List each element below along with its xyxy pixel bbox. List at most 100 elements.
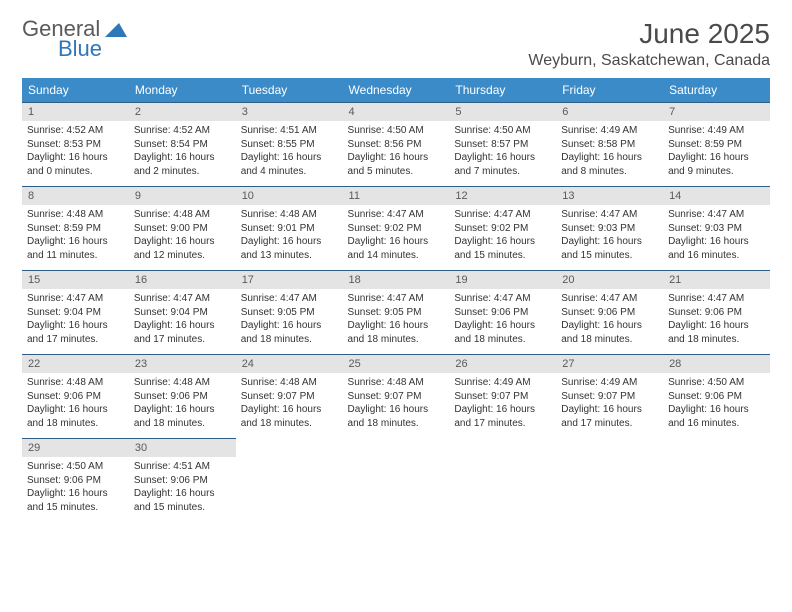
day-number: 11: [343, 187, 450, 205]
day-details: Sunrise: 4:49 AMSunset: 9:07 PMDaylight:…: [556, 373, 663, 438]
dayhead-sat: Saturday: [663, 78, 770, 103]
day-number: 30: [129, 439, 236, 457]
day-details: Sunrise: 4:47 AMSunset: 9:03 PMDaylight:…: [663, 205, 770, 270]
day-number: 15: [22, 271, 129, 289]
day-details: Sunrise: 4:47 AMSunset: 9:04 PMDaylight:…: [22, 289, 129, 354]
day-cell: 15Sunrise: 4:47 AMSunset: 9:04 PMDayligh…: [22, 271, 129, 355]
day-number: 13: [556, 187, 663, 205]
day-number: 5: [449, 103, 556, 121]
day-cell: 9Sunrise: 4:48 AMSunset: 9:00 PMDaylight…: [129, 187, 236, 271]
day-number: 25: [343, 355, 450, 373]
day-number: 16: [129, 271, 236, 289]
day-details: Sunrise: 4:47 AMSunset: 9:03 PMDaylight:…: [556, 205, 663, 270]
day-details: Sunrise: 4:50 AMSunset: 9:06 PMDaylight:…: [22, 457, 129, 522]
day-details: Sunrise: 4:47 AMSunset: 9:02 PMDaylight:…: [449, 205, 556, 270]
week-row: 15Sunrise: 4:47 AMSunset: 9:04 PMDayligh…: [22, 271, 770, 355]
day-cell: [556, 439, 663, 523]
location-text: Weyburn, Saskatchewan, Canada: [528, 52, 770, 70]
week-row: 8Sunrise: 4:48 AMSunset: 8:59 PMDaylight…: [22, 187, 770, 271]
day-number: 23: [129, 355, 236, 373]
day-number: 6: [556, 103, 663, 121]
logo: General Blue: [22, 18, 127, 60]
day-number: 19: [449, 271, 556, 289]
day-number: 29: [22, 439, 129, 457]
day-cell: 1Sunrise: 4:52 AMSunset: 8:53 PMDaylight…: [22, 103, 129, 187]
day-cell: 22Sunrise: 4:48 AMSunset: 9:06 PMDayligh…: [22, 355, 129, 439]
day-number: 2: [129, 103, 236, 121]
day-cell: 4Sunrise: 4:50 AMSunset: 8:56 PMDaylight…: [343, 103, 450, 187]
day-details: Sunrise: 4:52 AMSunset: 8:54 PMDaylight:…: [129, 121, 236, 186]
day-details: Sunrise: 4:51 AMSunset: 9:06 PMDaylight:…: [129, 457, 236, 522]
day-cell: 2Sunrise: 4:52 AMSunset: 8:54 PMDaylight…: [129, 103, 236, 187]
dayhead-sun: Sunday: [22, 78, 129, 103]
day-cell: 26Sunrise: 4:49 AMSunset: 9:07 PMDayligh…: [449, 355, 556, 439]
day-details: Sunrise: 4:49 AMSunset: 8:58 PMDaylight:…: [556, 121, 663, 186]
day-number: 17: [236, 271, 343, 289]
day-cell: 10Sunrise: 4:48 AMSunset: 9:01 PMDayligh…: [236, 187, 343, 271]
day-details: Sunrise: 4:48 AMSunset: 9:07 PMDaylight:…: [343, 373, 450, 438]
day-cell: 30Sunrise: 4:51 AMSunset: 9:06 PMDayligh…: [129, 439, 236, 523]
day-details: Sunrise: 4:47 AMSunset: 9:05 PMDaylight:…: [236, 289, 343, 354]
day-header-row: Sunday Monday Tuesday Wednesday Thursday…: [22, 78, 770, 103]
day-cell: 25Sunrise: 4:48 AMSunset: 9:07 PMDayligh…: [343, 355, 450, 439]
day-details: Sunrise: 4:47 AMSunset: 9:04 PMDaylight:…: [129, 289, 236, 354]
dayhead-thu: Thursday: [449, 78, 556, 103]
day-details: Sunrise: 4:48 AMSunset: 9:01 PMDaylight:…: [236, 205, 343, 270]
day-details: Sunrise: 4:50 AMSunset: 8:57 PMDaylight:…: [449, 121, 556, 186]
day-details: Sunrise: 4:48 AMSunset: 9:06 PMDaylight:…: [129, 373, 236, 438]
day-number: 7: [663, 103, 770, 121]
day-cell: 29Sunrise: 4:50 AMSunset: 9:06 PMDayligh…: [22, 439, 129, 523]
day-number: 4: [343, 103, 450, 121]
day-cell: 18Sunrise: 4:47 AMSunset: 9:05 PMDayligh…: [343, 271, 450, 355]
page-header: General Blue June 2025 Weyburn, Saskatch…: [22, 18, 770, 70]
day-number: 9: [129, 187, 236, 205]
day-details: Sunrise: 4:47 AMSunset: 9:02 PMDaylight:…: [343, 205, 450, 270]
day-details: Sunrise: 4:51 AMSunset: 8:55 PMDaylight:…: [236, 121, 343, 186]
day-cell: 7Sunrise: 4:49 AMSunset: 8:59 PMDaylight…: [663, 103, 770, 187]
day-cell: 5Sunrise: 4:50 AMSunset: 8:57 PMDaylight…: [449, 103, 556, 187]
day-cell: 3Sunrise: 4:51 AMSunset: 8:55 PMDaylight…: [236, 103, 343, 187]
week-row: 1Sunrise: 4:52 AMSunset: 8:53 PMDaylight…: [22, 103, 770, 187]
day-cell: 16Sunrise: 4:47 AMSunset: 9:04 PMDayligh…: [129, 271, 236, 355]
logo-triangle-icon: [105, 21, 127, 42]
day-cell: 12Sunrise: 4:47 AMSunset: 9:02 PMDayligh…: [449, 187, 556, 271]
day-cell: 20Sunrise: 4:47 AMSunset: 9:06 PMDayligh…: [556, 271, 663, 355]
day-number: 28: [663, 355, 770, 373]
day-number: 22: [22, 355, 129, 373]
day-cell: 6Sunrise: 4:49 AMSunset: 8:58 PMDaylight…: [556, 103, 663, 187]
day-number: 14: [663, 187, 770, 205]
title-block: June 2025 Weyburn, Saskatchewan, Canada: [528, 18, 770, 70]
day-cell: 17Sunrise: 4:47 AMSunset: 9:05 PMDayligh…: [236, 271, 343, 355]
day-number: 21: [663, 271, 770, 289]
day-cell: [343, 439, 450, 523]
day-number: 27: [556, 355, 663, 373]
month-title: June 2025: [528, 18, 770, 50]
day-cell: 8Sunrise: 4:48 AMSunset: 8:59 PMDaylight…: [22, 187, 129, 271]
day-details: Sunrise: 4:49 AMSunset: 9:07 PMDaylight:…: [449, 373, 556, 438]
day-number: 10: [236, 187, 343, 205]
day-details: Sunrise: 4:47 AMSunset: 9:06 PMDaylight:…: [663, 289, 770, 354]
day-number: 26: [449, 355, 556, 373]
day-cell: [449, 439, 556, 523]
day-number: 12: [449, 187, 556, 205]
day-details: Sunrise: 4:47 AMSunset: 9:06 PMDaylight:…: [556, 289, 663, 354]
day-cell: 24Sunrise: 4:48 AMSunset: 9:07 PMDayligh…: [236, 355, 343, 439]
day-details: Sunrise: 4:52 AMSunset: 8:53 PMDaylight:…: [22, 121, 129, 186]
day-details: Sunrise: 4:50 AMSunset: 8:56 PMDaylight:…: [343, 121, 450, 186]
day-details: Sunrise: 4:48 AMSunset: 9:06 PMDaylight:…: [22, 373, 129, 438]
day-details: Sunrise: 4:50 AMSunset: 9:06 PMDaylight:…: [663, 373, 770, 438]
day-cell: 21Sunrise: 4:47 AMSunset: 9:06 PMDayligh…: [663, 271, 770, 355]
dayhead-fri: Friday: [556, 78, 663, 103]
day-number: 3: [236, 103, 343, 121]
day-number: 8: [22, 187, 129, 205]
day-cell: 13Sunrise: 4:47 AMSunset: 9:03 PMDayligh…: [556, 187, 663, 271]
day-cell: 19Sunrise: 4:47 AMSunset: 9:06 PMDayligh…: [449, 271, 556, 355]
day-cell: 14Sunrise: 4:47 AMSunset: 9:03 PMDayligh…: [663, 187, 770, 271]
day-cell: 23Sunrise: 4:48 AMSunset: 9:06 PMDayligh…: [129, 355, 236, 439]
day-details: Sunrise: 4:49 AMSunset: 8:59 PMDaylight:…: [663, 121, 770, 186]
day-cell: 11Sunrise: 4:47 AMSunset: 9:02 PMDayligh…: [343, 187, 450, 271]
day-cell: 28Sunrise: 4:50 AMSunset: 9:06 PMDayligh…: [663, 355, 770, 439]
day-details: Sunrise: 4:48 AMSunset: 9:07 PMDaylight:…: [236, 373, 343, 438]
week-row: 22Sunrise: 4:48 AMSunset: 9:06 PMDayligh…: [22, 355, 770, 439]
week-row: 29Sunrise: 4:50 AMSunset: 9:06 PMDayligh…: [22, 439, 770, 523]
